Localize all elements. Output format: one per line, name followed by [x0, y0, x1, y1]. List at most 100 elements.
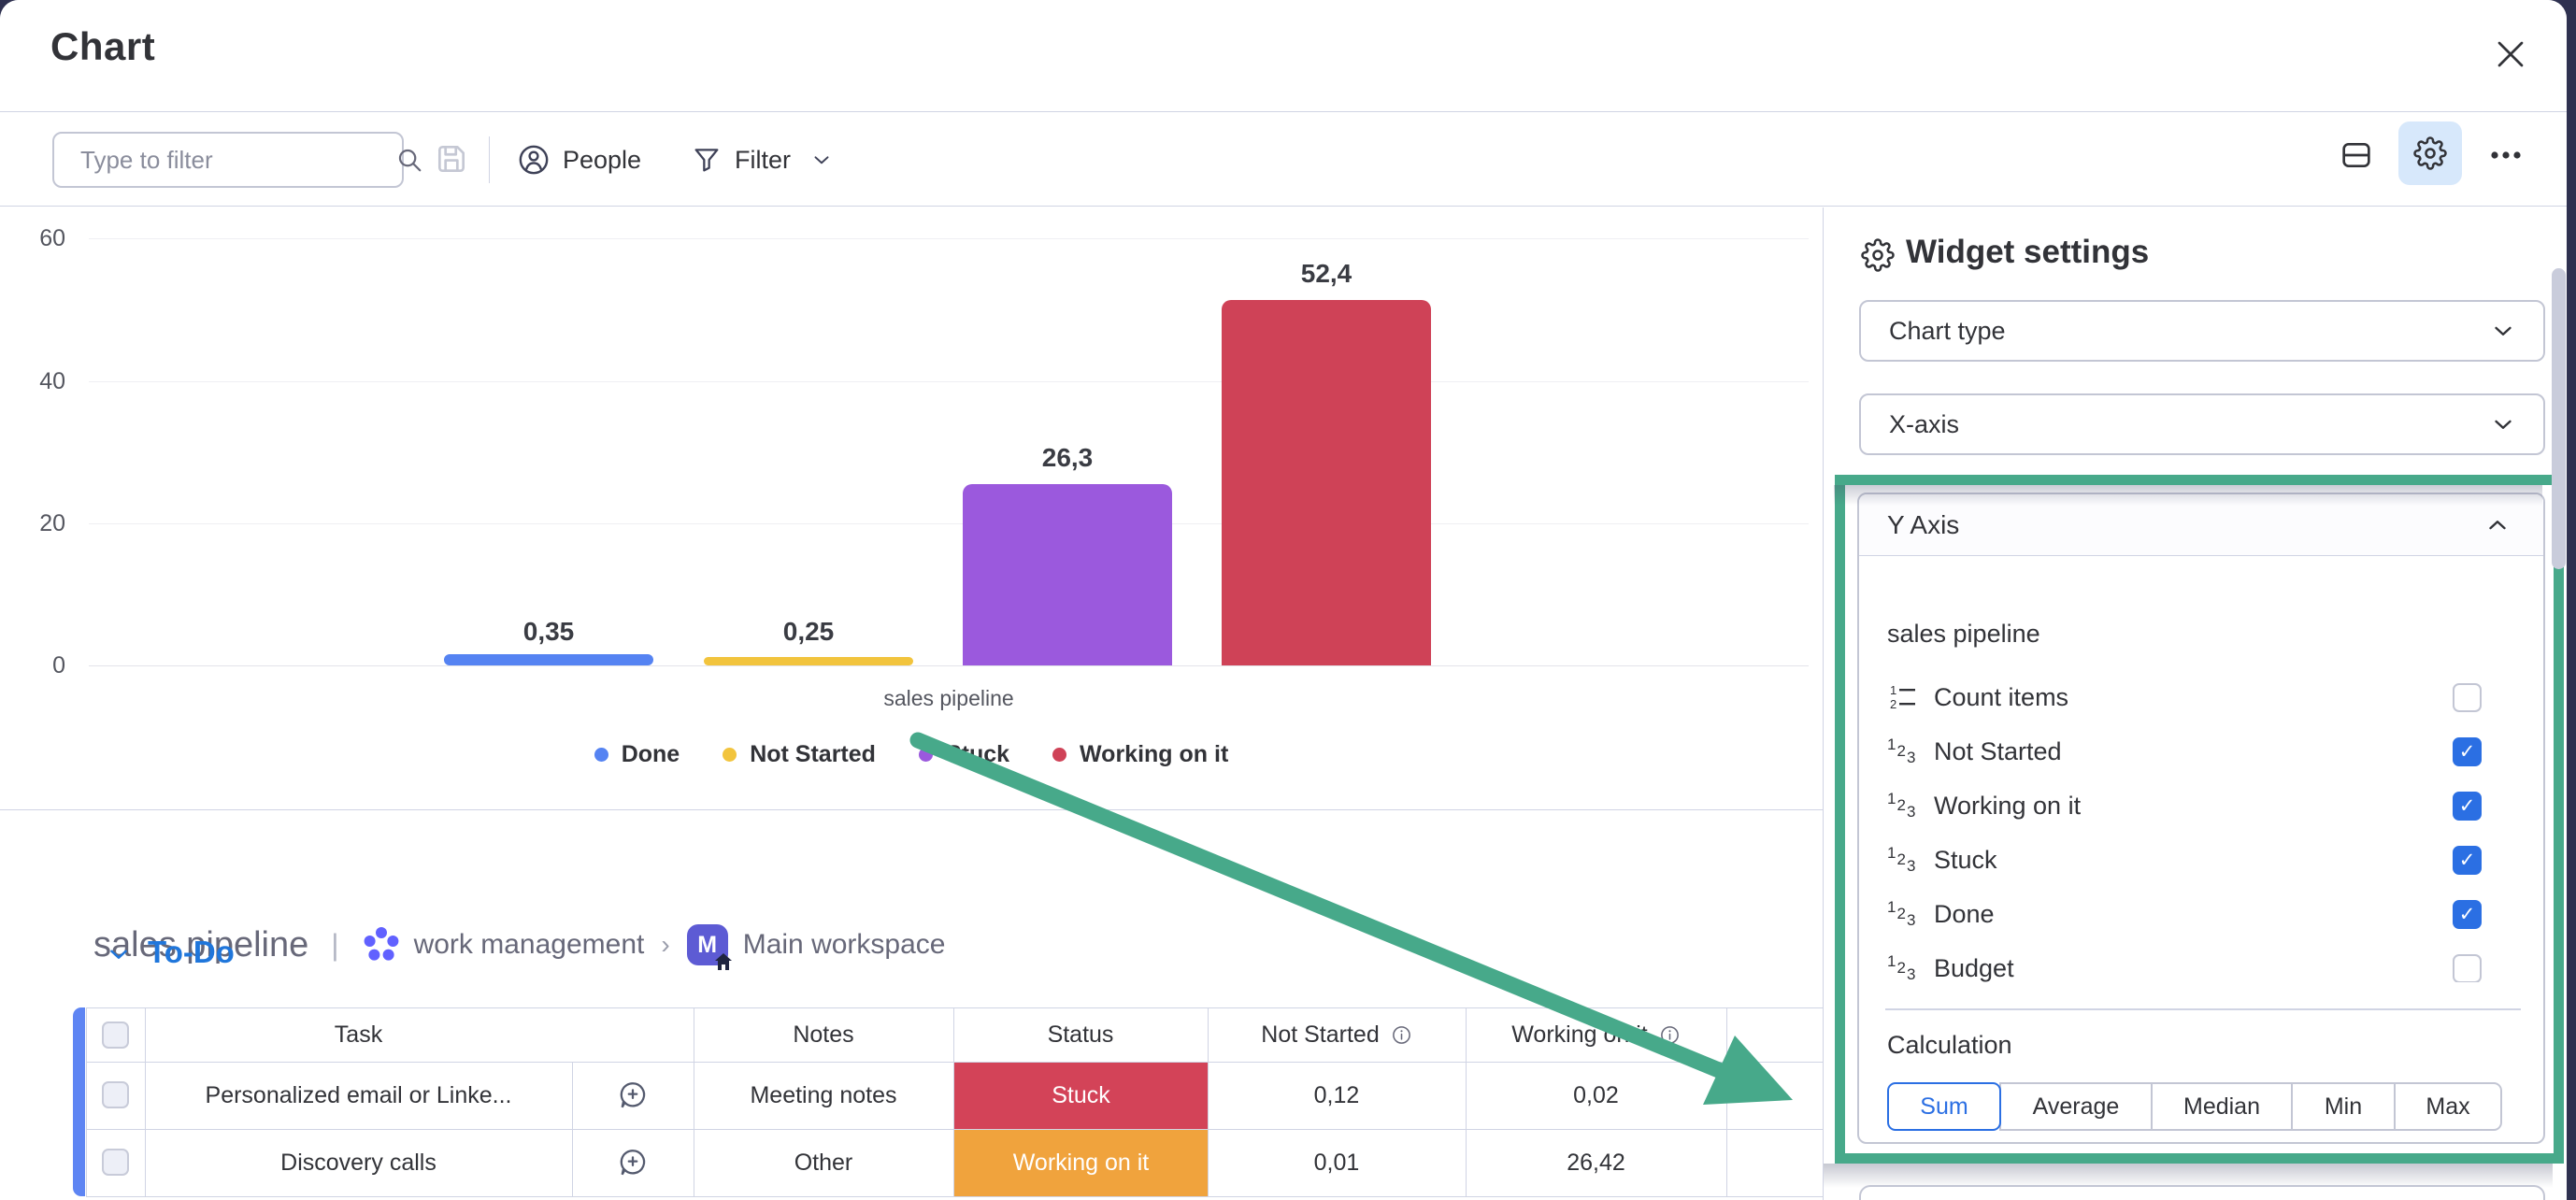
split-view-button[interactable] — [2327, 126, 2385, 184]
checkbox-stuck[interactable] — [2453, 845, 2482, 875]
table-border — [572, 1062, 573, 1196]
y-axis-board-label: sales pipeline — [1887, 620, 2040, 648]
filter-button[interactable]: Filter — [675, 124, 851, 195]
bar-value-stuck: 26,3 — [1041, 443, 1094, 472]
calc-min-button[interactable]: Min — [2291, 1082, 2396, 1131]
row-checkbox[interactable] — [102, 1149, 129, 1176]
gridline-60 — [89, 238, 1809, 239]
notes-cell[interactable]: Other — [794, 1149, 853, 1176]
column-header-not-started: Not Started — [1208, 1007, 1466, 1062]
add-update-button[interactable] — [572, 1062, 694, 1129]
group-color-bar — [73, 1007, 85, 1196]
more-options-button[interactable] — [2477, 126, 2535, 184]
y-tick-40: 40 — [39, 368, 65, 394]
gridline-20 — [89, 523, 1809, 524]
checkbox-done[interactable] — [2453, 899, 2482, 929]
modal-header: Chart — [0, 0, 2567, 112]
bar-not-started — [704, 657, 913, 665]
123-icon: 123 — [1887, 952, 1917, 982]
y-axis-option-budget[interactable]: 123 Budget — [1859, 941, 2543, 982]
workspace-avatar[interactable]: M — [686, 924, 732, 970]
people-icon — [518, 144, 550, 176]
calc-sum-button[interactable]: Sum — [1887, 1082, 2001, 1131]
y-axis-header[interactable]: Y Axis — [1859, 494, 2543, 556]
checkbox-budget[interactable] — [2453, 953, 2482, 982]
status-cell[interactable]: Working on it — [954, 1130, 1208, 1196]
123-icon: 123 — [1887, 790, 1917, 821]
calc-median-button[interactable]: Median — [2151, 1082, 2293, 1131]
y-axis-option-working-on-it[interactable]: 123 Working on it — [1859, 779, 2543, 833]
number-cell[interactable]: 26,42 — [1567, 1149, 1625, 1176]
notes-cell[interactable]: Meeting notes — [750, 1081, 897, 1108]
checkbox-working-on-it[interactable] — [2453, 791, 2482, 821]
y-tick-20: 20 — [39, 510, 65, 536]
legend-dot-done — [594, 747, 608, 762]
chevron-down-icon — [809, 148, 834, 172]
info-icon[interactable] — [1391, 1024, 1412, 1046]
close-icon — [2494, 37, 2527, 71]
next-settings-section — [1859, 1185, 2545, 1200]
toolbar: People Filter — [0, 113, 2567, 207]
legend-item-working-on-it: Working on it — [1052, 741, 1228, 768]
calc-average-button[interactable]: Average — [1999, 1082, 2153, 1131]
widget-settings-button[interactable] — [2398, 121, 2462, 185]
info-icon[interactable] — [1659, 1024, 1681, 1046]
group-collapse-chevron[interactable] — [105, 940, 133, 968]
people-label: People — [563, 145, 642, 174]
task-cell[interactable]: Personalized email or Linke... — [205, 1081, 512, 1108]
status-cell[interactable]: Stuck — [954, 1063, 1208, 1129]
table-border — [86, 1196, 1823, 1197]
chart-type-label: Chart type — [1889, 316, 2006, 345]
number-cell[interactable]: 0,12 — [1313, 1081, 1360, 1108]
save-button[interactable] — [422, 130, 480, 188]
add-update-button[interactable] — [572, 1129, 694, 1196]
bar-value-not-started: 0,25 — [782, 617, 835, 646]
column-header-not-started-label: Not Started — [1261, 1021, 1380, 1048]
filter-search-box[interactable] — [52, 132, 422, 188]
y-tick-0: 0 — [52, 652, 65, 679]
x-axis-label: sales pipeline — [883, 686, 1014, 710]
group-title[interactable]: To-Do — [148, 935, 235, 969]
checkbox-not-started[interactable] — [2453, 736, 2482, 766]
checkbox-count-items[interactable] — [2453, 682, 2482, 712]
gridline-40 — [89, 381, 1809, 382]
column-header-status: Status — [1047, 1021, 1114, 1048]
chevron-down-icon — [2489, 317, 2517, 345]
board-title[interactable]: sales pipeline — [93, 924, 309, 964]
123-icon: 123 — [1887, 736, 1917, 766]
breadcrumb-chevron: › — [661, 930, 670, 959]
breadcrumb: sales pipeline | work management › M Mai… — [93, 920, 945, 970]
column-header-working-on-it: Working on it — [1466, 1007, 1726, 1062]
option-label: Count items — [1934, 682, 2069, 711]
svg-text:1: 1 — [1890, 683, 1896, 697]
y-axis-options-list: 12 Count items 123 Not Started 123 — [1859, 670, 2543, 982]
task-cell[interactable]: Discovery calls — [280, 1149, 436, 1176]
y-axis-option-done[interactable]: 123 Done — [1859, 887, 2543, 941]
legend-label-stuck: Stuck — [945, 740, 1010, 767]
breadcrumb-workspace[interactable]: Main workspace — [742, 929, 946, 960]
chart-type-dropdown[interactable]: Chart type — [1859, 300, 2545, 362]
breadcrumb-app[interactable]: work management — [413, 929, 645, 960]
panel-scrollbar[interactable] — [2552, 268, 2566, 569]
bar-working-on-it — [1222, 300, 1431, 665]
legend-dot-stuck — [918, 747, 933, 762]
search-input[interactable] — [79, 144, 395, 176]
x-axis-dropdown[interactable]: X-axis — [1859, 393, 2545, 455]
ellipsis-icon — [2485, 135, 2526, 176]
calc-max-button[interactable]: Max — [2394, 1082, 2502, 1131]
y-axis-option-stuck[interactable]: 123 Stuck — [1859, 833, 2543, 887]
people-button[interactable]: People — [501, 124, 658, 195]
y-axis-option-not-started[interactable]: 123 Not Started — [1859, 724, 2543, 779]
filter-label: Filter — [735, 145, 791, 174]
option-label: Not Started — [1934, 736, 2062, 765]
option-label: Budget — [1934, 953, 2014, 982]
row-checkbox[interactable] — [102, 1081, 129, 1108]
select-all-checkbox[interactable] — [102, 1021, 129, 1049]
number-cell[interactable]: 0,02 — [1573, 1081, 1619, 1108]
close-button[interactable] — [2486, 30, 2535, 79]
number-cell[interactable]: 0,01 — [1313, 1149, 1360, 1176]
